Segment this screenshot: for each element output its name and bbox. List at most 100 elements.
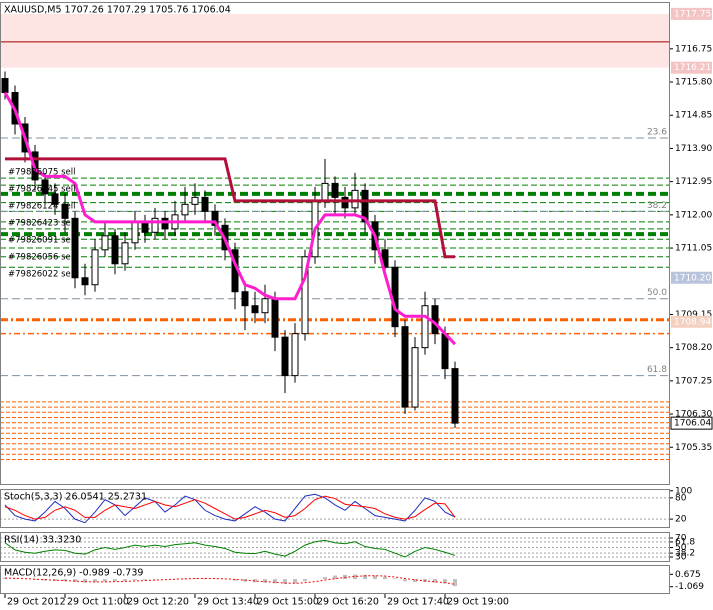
candle-body [61,203,69,219]
histogram-bar [373,575,377,580]
order-label: #79826124 sell [8,202,75,212]
candle-body [441,333,449,370]
histogram-bar [323,576,327,580]
order-label: #79826423 sell [8,219,75,229]
order-label: #79826075 sell [8,168,75,178]
y-tick-label: 38.2 [675,549,695,559]
price-tag-label: 1717.75 [674,9,711,19]
indicator-line [4,493,456,524]
signal-line [4,575,456,585]
order-label: #79826091 sell [8,236,75,246]
histogram-bar [403,579,407,582]
y-tick-label: 1707.25 [675,376,712,386]
x-tick-label: 29 Oct 13:40 [197,597,259,608]
histogram-bar [13,578,17,580]
candle-body [281,336,289,377]
candle-body [51,193,59,205]
candle-body [161,217,169,230]
histogram-bar [233,579,237,581]
candle-body [121,242,129,265]
y-tick-label: 1706.30 [675,410,712,420]
y-tick-label: 1708.20 [675,343,712,353]
overlay-line [5,157,455,259]
candle-body [131,221,139,244]
panel [0,13,670,460]
candle-body [451,368,459,424]
candle-body [321,182,329,202]
candle-body [41,179,49,195]
histogram-bar [33,579,37,580]
price-tag [671,7,712,20]
candle-body [211,210,219,226]
histogram-bar [143,579,147,580]
candle-body [291,333,299,377]
y-tick-label: 1712.95 [675,177,712,187]
panel-frame [0,489,670,528]
candle-body [271,298,279,338]
y-tick-label: 50 [675,543,687,553]
indicator-line [4,495,456,520]
histogram-bar [283,579,287,585]
histogram-bar [103,579,107,582]
histogram-bar [333,575,337,580]
zone [0,13,670,68]
indicator-line [4,539,456,558]
histogram-bar [353,574,357,580]
fib-label: 50.0 [647,288,667,298]
fib-label: 38.2 [647,201,667,211]
candle-body [71,217,79,279]
y-tick-label: 30 [675,553,687,563]
y-tick-label: 1712.00 [675,210,712,220]
candle-body [81,277,89,286]
histogram-bar [123,579,127,581]
y-tick-label: 1714.85 [675,111,712,121]
y-tick-label: 80 [675,493,687,503]
histogram-bar [133,579,137,581]
y-tick-label: 1709.15 [675,310,712,320]
candle-body [241,291,249,307]
candle-body [431,305,439,335]
panel-frame [0,2,670,485]
histogram-bar [273,579,277,584]
y-tick-label: 1713.90 [675,144,712,154]
price-tag-label: 1710.20 [674,273,711,283]
fib-label: 23.6 [647,127,667,137]
candle-body [331,182,339,198]
y-tick-label: 70 [675,533,687,543]
y-tick-label: 1716.75 [675,44,712,54]
x-tick-label: 29 Oct 19:00 [447,597,509,608]
y-tick-label: 1715.80 [675,78,712,88]
y-tick-label: 1705.35 [675,443,712,453]
histogram-bar [83,579,87,583]
y-tick-label: 100 [675,486,692,496]
fib-label: 61.8 [647,365,667,375]
candle-body [251,305,259,314]
y-tick-label: -1.069 [675,582,704,592]
x-tick-label: 29 Oct 2012 [7,597,66,608]
histogram-bar [443,579,447,584]
price-tag [671,315,712,328]
candle-body [421,305,429,349]
x-tick-label: 29 Oct 16:20 [317,597,379,608]
histogram-bar [293,579,297,584]
price-tag [671,271,712,284]
panel-frame [0,532,670,562]
panel-title: MACD(12,26,9) -0.989 -0.739 [4,568,143,579]
histogram-bar [253,579,257,583]
histogram-bar [413,579,417,582]
histogram-bar [393,578,397,580]
order-label: #79826022 sell [8,270,75,280]
y-tick-label: 1711.05 [675,244,712,254]
histogram-bar [363,574,367,580]
panel-title: Stoch(5,3,3) 26.0541 25.2731 [4,492,147,503]
price-tag [670,416,713,430]
y-tick-label: 20 [675,515,687,525]
price-tag [671,61,712,74]
histogram-bar [383,576,387,580]
candle-body [141,221,149,233]
histogram-bar [453,579,457,587]
order-label: #79826145 sell [8,185,75,195]
x-tick-label: 29 Oct 12:20 [127,597,189,608]
